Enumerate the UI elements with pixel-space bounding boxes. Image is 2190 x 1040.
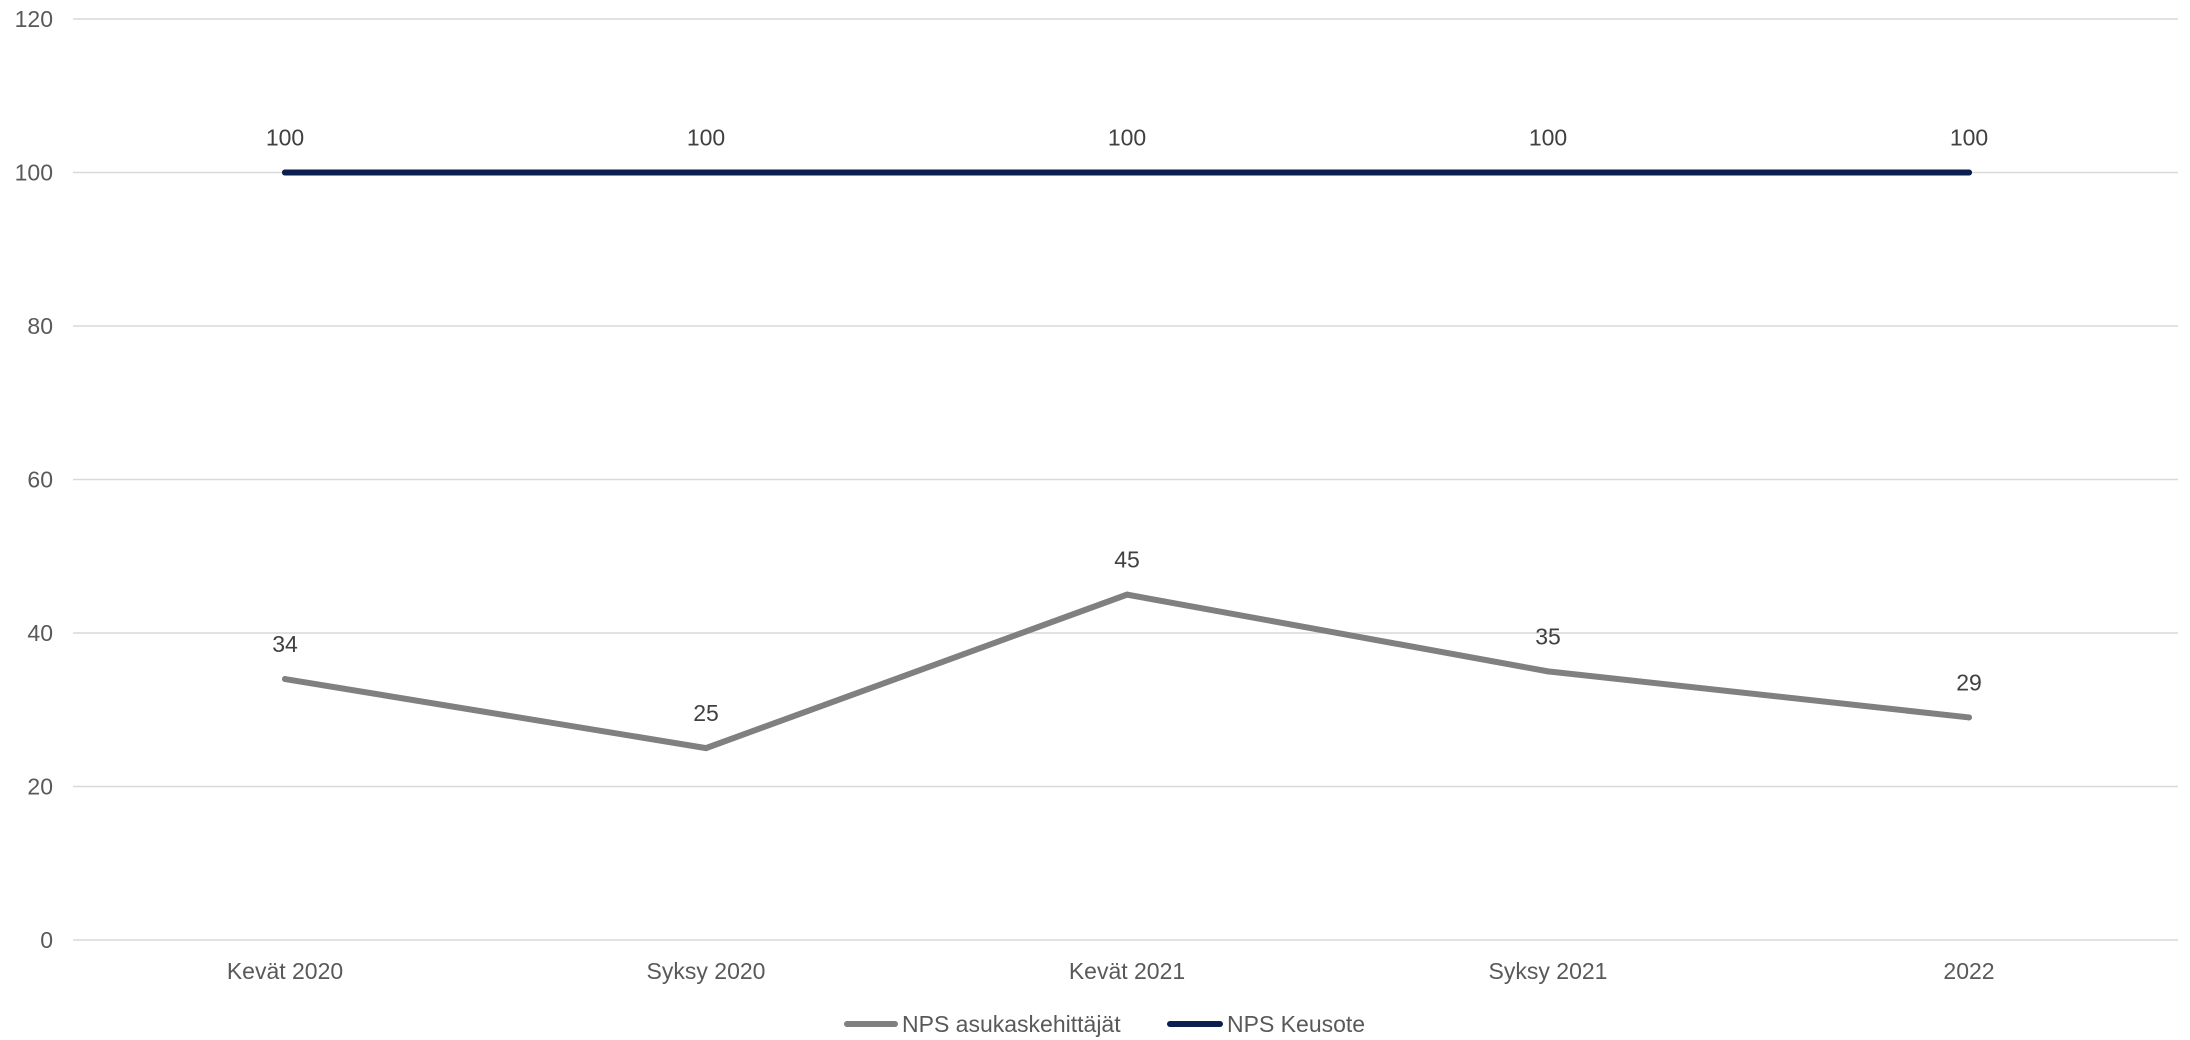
y-tick-label: 80 xyxy=(27,313,53,339)
x-tick-label: 2022 xyxy=(1943,958,1994,984)
data-labels: 34 25 45 35 29 100 100 100 100 100 xyxy=(266,125,1988,727)
data-point xyxy=(282,676,288,683)
data-label: 100 xyxy=(266,125,304,151)
data-point xyxy=(703,169,709,176)
y-tick-label: 40 xyxy=(27,620,53,646)
y-tick-label: 100 xyxy=(15,160,53,186)
legend-label-0: NPS asukaskehittäjät xyxy=(902,1011,1121,1037)
data-point xyxy=(703,745,709,752)
data-point xyxy=(1124,169,1130,176)
data-point xyxy=(1545,169,1551,176)
data-point xyxy=(1966,714,1972,721)
legend-label-1: NPS Keusote xyxy=(1227,1011,1365,1037)
data-label: 100 xyxy=(1950,125,1988,151)
series-lines xyxy=(282,169,1972,752)
x-tick-label: Kevät 2020 xyxy=(227,958,343,984)
x-tick-label: Syksy 2021 xyxy=(1489,958,1608,984)
data-label: 100 xyxy=(687,125,725,151)
data-point xyxy=(1966,169,1972,176)
legend: NPS asukaskehittäjät NPS Keusote xyxy=(844,1011,1365,1037)
data-label: 100 xyxy=(1529,125,1567,151)
gridlines xyxy=(73,18,2178,941)
data-label: 35 xyxy=(1535,623,1561,649)
data-point xyxy=(282,169,288,176)
data-point xyxy=(1124,591,1130,598)
data-point xyxy=(1545,668,1551,675)
data-label: 100 xyxy=(1108,125,1146,151)
series-line-0 xyxy=(282,591,1972,752)
data-label: 25 xyxy=(693,700,719,726)
y-tick-label: 120 xyxy=(15,6,53,32)
data-label: 29 xyxy=(1956,669,1982,695)
x-axis: Kevät 2020 Syksy 2020 Kevät 2021 Syksy 2021… xyxy=(227,958,1995,984)
data-label: 34 xyxy=(272,631,298,657)
x-tick-label: Kevät 2021 xyxy=(1069,958,1185,984)
y-tick-label: 20 xyxy=(27,774,53,800)
y-tick-label: 0 xyxy=(40,927,53,953)
y-axis: 0 20 40 60 80 100 120 xyxy=(15,6,53,953)
x-tick-label: Syksy 2020 xyxy=(647,958,766,984)
data-label: 45 xyxy=(1114,547,1140,573)
y-tick-label: 60 xyxy=(27,467,53,493)
